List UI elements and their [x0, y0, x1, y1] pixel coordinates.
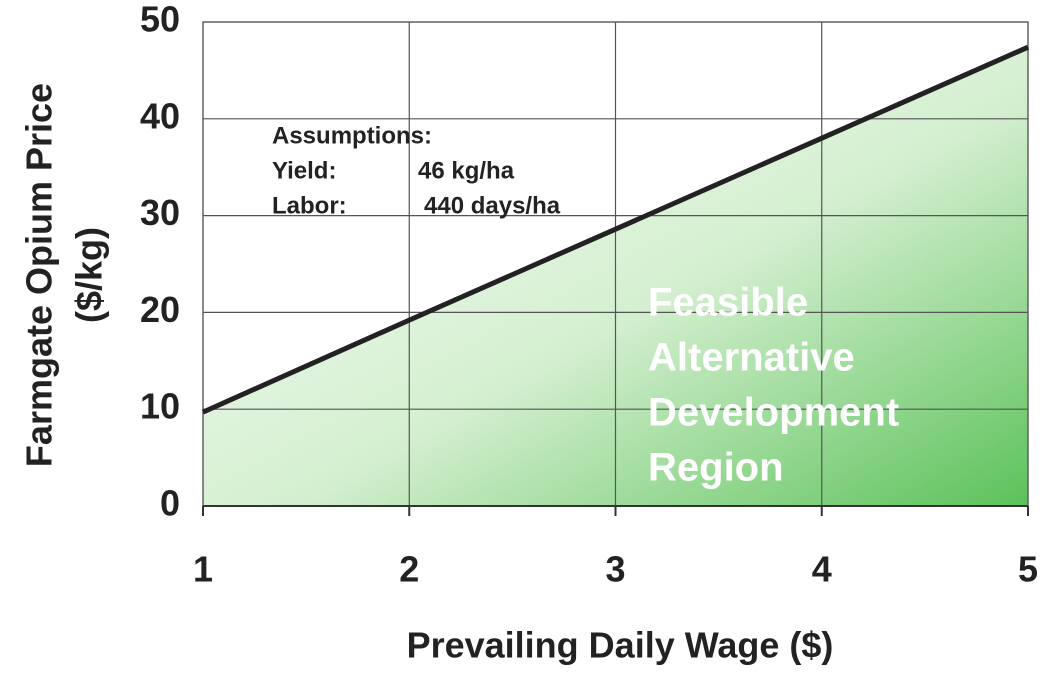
y-axis-title: Farmgate Opium Price ($/kg) — [19, 83, 110, 467]
annotation: Yield: — [272, 157, 336, 184]
y-tick-label: 50 — [140, 0, 180, 40]
annotation: Assumptions: — [272, 122, 432, 149]
y-tick-label: 0 — [160, 483, 180, 524]
price-line — [201, 44, 1030, 415]
region-label: Alternative — [648, 336, 855, 380]
annotation: 46 kg/ha — [418, 157, 515, 184]
y-tick-label: 20 — [140, 289, 180, 330]
x-tick-label: 4 — [812, 549, 832, 590]
region-label: Feasible — [648, 281, 808, 325]
y-tick-label: 10 — [140, 386, 180, 427]
x-tick-label: 5 — [1018, 549, 1038, 590]
y-axis-title-line: Farmgate Opium Price — [19, 83, 60, 467]
x-axis-title: Prevailing Daily Wage ($) — [407, 625, 834, 666]
y-axis-title-line: ($/kg) — [69, 227, 110, 323]
annotation: Labor: — [272, 192, 347, 219]
x-tick-label: 3 — [605, 549, 625, 590]
region-label: Development — [648, 391, 899, 435]
annotation: 440 days/ha — [424, 192, 561, 219]
y-tick-label: 30 — [140, 192, 180, 233]
x-tick-label: 1 — [193, 549, 213, 590]
x-tick-label: 2 — [399, 549, 419, 590]
region-label: Region — [648, 446, 784, 490]
y-tick-label: 40 — [140, 95, 180, 136]
